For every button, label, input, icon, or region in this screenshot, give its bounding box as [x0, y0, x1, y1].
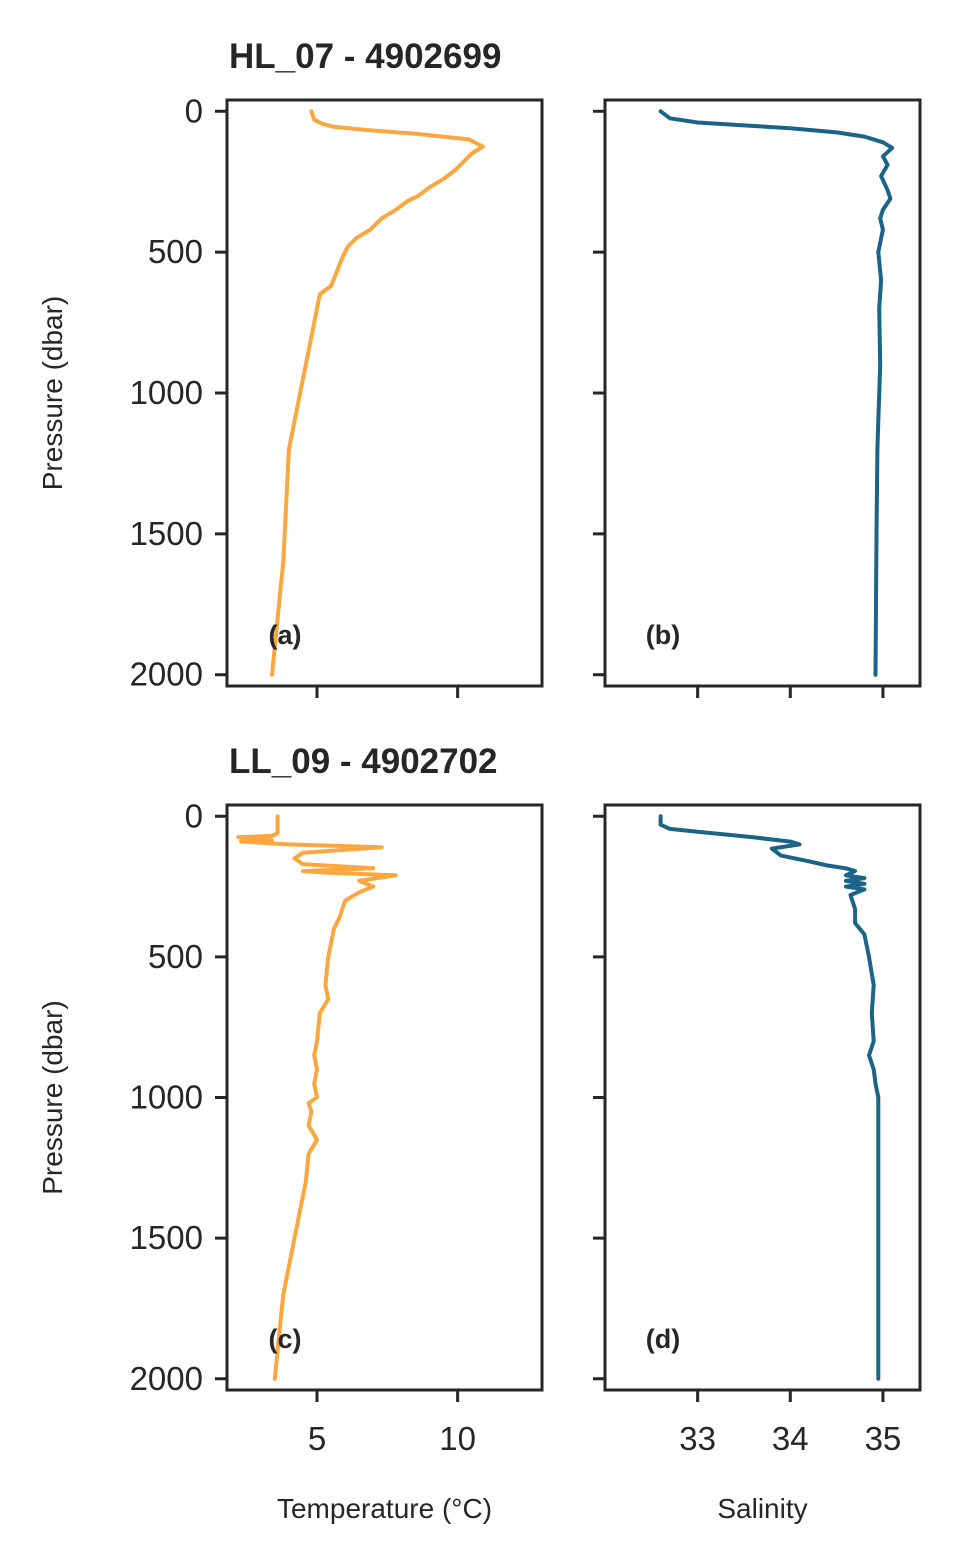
- x-tick-label: 5: [308, 1420, 326, 1457]
- y-tick-label: 2000: [130, 1360, 203, 1397]
- axes-frame-a: [225, 98, 544, 688]
- panel-tag-d: (d): [646, 1324, 680, 1354]
- profile-line-a: [270, 109, 485, 677]
- row-title: HL_07 - 4902699: [229, 37, 501, 76]
- panel-a: 0 500 1000 1500 2000 (a) HL_07 - 4902699 Pressu…: [37, 37, 544, 698]
- y-tick-label: 0: [185, 797, 203, 834]
- y-tick-label: 500: [148, 938, 203, 975]
- row-title: LL_09 - 4902702: [229, 742, 498, 781]
- panel-tag-b: (b): [646, 620, 680, 650]
- y-tick-label: 1500: [130, 515, 203, 552]
- y-tick-label: 500: [148, 233, 203, 270]
- panel-b: (b): [593, 98, 922, 698]
- panel-tag-c: (c): [269, 1324, 302, 1354]
- y-tick-label: 1000: [130, 374, 203, 411]
- x-tick-label: 33: [679, 1420, 716, 1457]
- panel-c: 0 500 1000 1500 2000 5 10 (c) LL_09 - 4902702 Pre…: [37, 742, 544, 1524]
- x-axis-label: Salinity: [717, 1493, 807, 1524]
- y-axis-label: Pressure (dbar): [37, 296, 68, 491]
- y-tick-label: 1500: [130, 1219, 203, 1256]
- x-axis-label: Temperature (°C): [277, 1493, 492, 1524]
- profile-line-b: [658, 109, 895, 677]
- y-tick-label: 0: [185, 92, 203, 129]
- x-tick-label: 35: [865, 1420, 902, 1457]
- panel-d: 33 34 35 (d) Salinity: [593, 803, 922, 1524]
- y-tick-label: 2000: [130, 656, 203, 693]
- x-tick-label: 10: [439, 1420, 476, 1457]
- x-tick-label: 34: [772, 1420, 809, 1457]
- panel-tag-a: (a): [269, 620, 302, 650]
- profile-line-d: [658, 814, 881, 1381]
- y-axis-label: Pressure (dbar): [37, 1000, 68, 1195]
- axes-frame-b: [603, 98, 922, 688]
- axes-frame-d: [603, 803, 922, 1392]
- axes-frame-c: [225, 803, 544, 1392]
- profile-line-c: [236, 814, 398, 1381]
- y-tick-label: 1000: [130, 1079, 203, 1116]
